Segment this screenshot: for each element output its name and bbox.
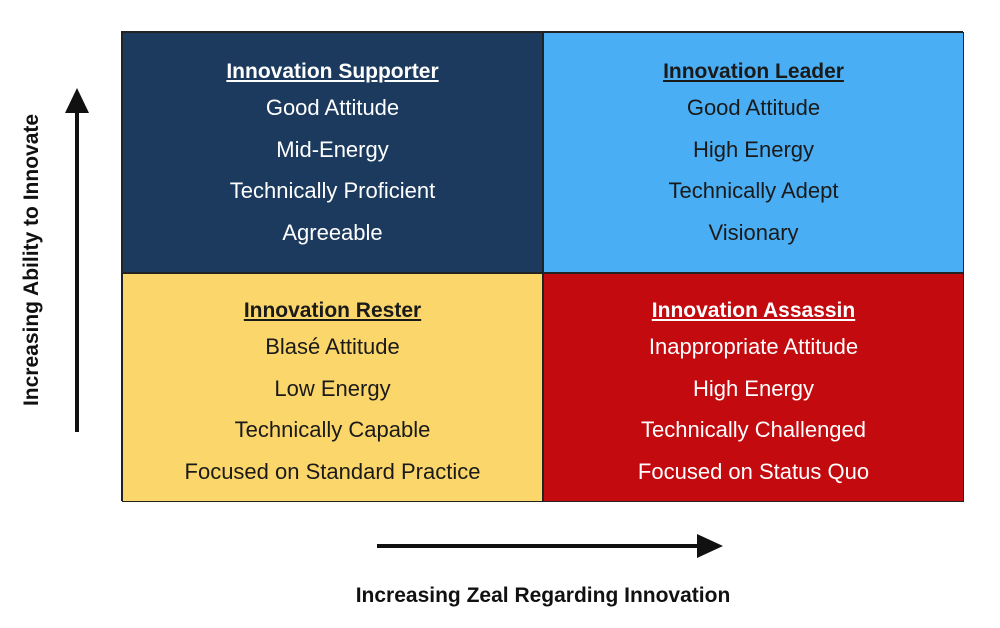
quadrant-item: High Energy	[692, 136, 815, 162]
quadrant: Innovation Assassin Inappropriate Attitud…	[543, 273, 964, 502]
y-axis-label: Increasing Ability to Innovate	[20, 113, 43, 407]
quadrant-item: Technically Adept	[668, 178, 839, 203]
quadrant: Innovation Leader Good Attitude High Energ…	[543, 32, 964, 273]
quadrant-item: Mid-Energy	[276, 136, 389, 162]
quadrant-item: Agreeable	[282, 219, 383, 245]
quadrant-title: Innovation Assassin	[651, 299, 856, 322]
quadrant-item: Visionary	[708, 219, 799, 245]
quadrant-title: Innovation Supporter	[226, 60, 439, 83]
quadrant-title: Innovation Rester	[243, 299, 422, 322]
quadrant: Innovation Rester Blasé Attitude Low Energ…	[122, 273, 543, 502]
quadrant-item: Focused on Status Quo	[637, 458, 870, 484]
quadrant-item: Inappropriate Attitude	[648, 334, 859, 359]
quadrant-item: Technically Proficient	[229, 178, 436, 203]
quadrant: Innovation Supporter Good Attitude Mid-Ene…	[122, 32, 543, 273]
quadrant-item: Technically Challenged	[640, 417, 867, 442]
quadrant-item: Technically Capable	[234, 417, 431, 442]
quadrant-item: Focused on Standard Practice	[184, 458, 481, 484]
x-arrow-head	[697, 534, 723, 558]
quadrant-item: Blasé Attitude	[265, 334, 400, 359]
matrix: Innovation Supporter Good Attitude Mid-Ene…	[121, 31, 964, 502]
quadrant-title: Innovation Leader	[663, 60, 844, 83]
quadrant-item: Low Energy	[274, 375, 391, 401]
quadrant-item: Good Attitude	[265, 95, 400, 120]
quadrant-item: High Energy	[692, 375, 815, 401]
y-arrow-head	[65, 88, 89, 113]
x-axis-label: Increasing Zeal Regarding Innovation	[355, 584, 731, 607]
quadrant-item: Good Attitude	[686, 95, 821, 120]
